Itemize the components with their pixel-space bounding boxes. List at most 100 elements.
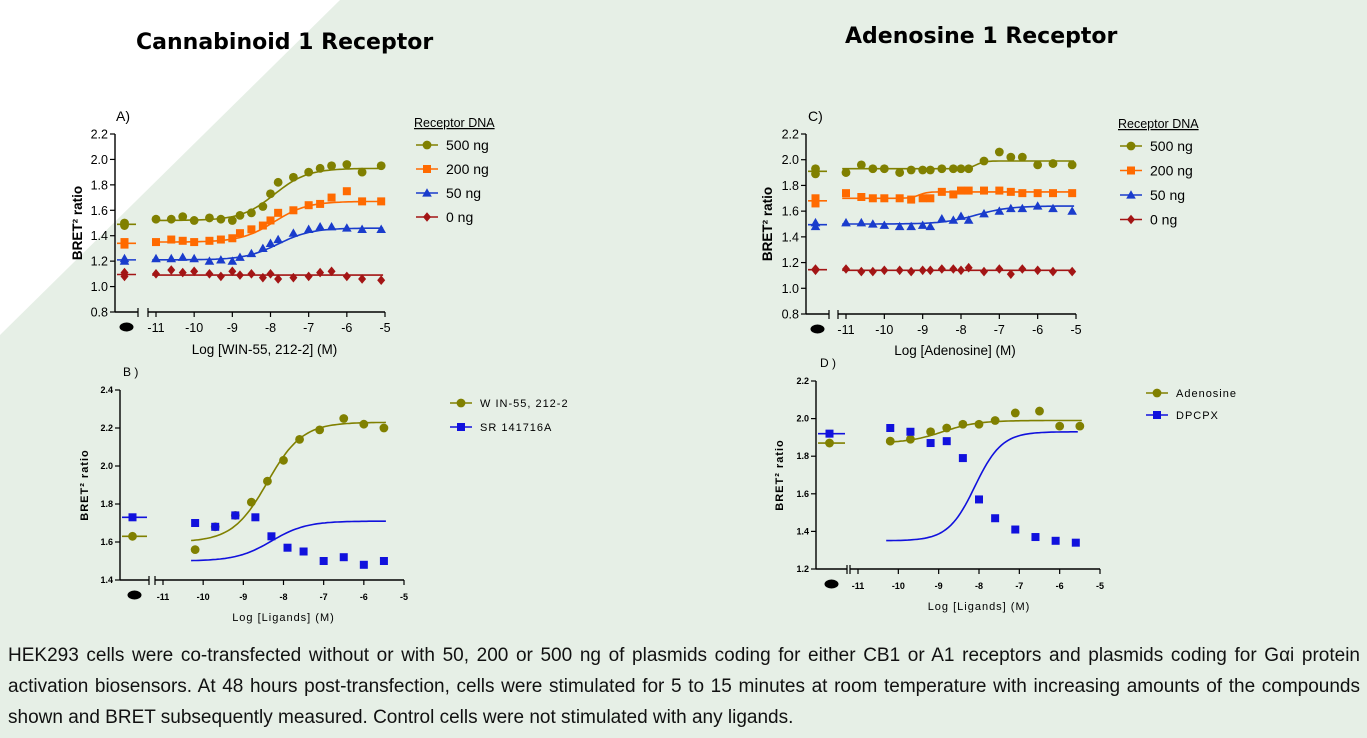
- data-point: [1075, 421, 1085, 431]
- x-tick-label: -11: [157, 592, 170, 602]
- data-point: [342, 271, 351, 282]
- data-point: [358, 197, 367, 206]
- title-adenosine: Adenosine 1 Receptor: [845, 24, 1118, 49]
- y-tick-label: 1.6: [100, 537, 113, 547]
- data-point: [258, 243, 268, 253]
- data-point: [1006, 187, 1015, 196]
- data-point: [235, 229, 244, 238]
- data-point: [304, 167, 314, 177]
- data-point: [1011, 525, 1020, 534]
- x-tick-label: -8: [975, 581, 983, 591]
- data-point: [283, 543, 292, 552]
- data-point: [991, 514, 1000, 523]
- x-tick-label: -9: [227, 321, 238, 335]
- series-0: [117, 160, 386, 230]
- x-tick-label: -7: [303, 321, 314, 335]
- legend-marker: [423, 165, 431, 173]
- data-point: [980, 266, 988, 277]
- data-point: [958, 419, 968, 429]
- data-point: [235, 252, 245, 261]
- y-tick-label: 1.0: [91, 280, 108, 294]
- data-point: [288, 228, 299, 237]
- control-point: [825, 438, 834, 448]
- data-point: [990, 416, 1000, 425]
- control-point: [811, 199, 820, 208]
- data-point: [918, 265, 927, 276]
- data-point: [926, 427, 935, 437]
- data-point: [327, 266, 336, 277]
- y-tick-label: 2.2: [91, 128, 108, 142]
- data-point: [1031, 533, 1040, 542]
- fit-curve: [191, 520, 386, 562]
- data-point: [315, 222, 325, 231]
- data-point: [326, 222, 337, 231]
- data-point: [1017, 203, 1028, 213]
- data-point: [189, 216, 199, 225]
- data-point: [1048, 203, 1058, 213]
- data-point: [359, 419, 369, 429]
- caption: HEK293 cells were co-transfected without…: [8, 645, 1360, 728]
- data-point: [191, 519, 200, 527]
- x-tick-label: -8: [265, 321, 276, 335]
- data-point: [357, 224, 367, 233]
- y-axis-label: BRET² ratio: [70, 186, 85, 260]
- y-tick-label: 1.8: [91, 178, 108, 192]
- legend-marker: [1127, 166, 1135, 175]
- x-tick-label: -10: [875, 323, 893, 337]
- series-2: [808, 201, 1077, 231]
- y-tick-label: 1.4: [782, 230, 799, 244]
- legend-marker: [457, 423, 465, 431]
- series-0: [808, 147, 1077, 179]
- legend-marker: [423, 212, 431, 222]
- series-0: [122, 414, 389, 554]
- data-point: [1033, 160, 1043, 170]
- x-tick-label: -11: [852, 581, 865, 591]
- y-tick-label: 1.8: [796, 451, 809, 461]
- data-point: [917, 220, 928, 229]
- y-tick-label: 1.8: [100, 499, 113, 509]
- data-point: [327, 161, 336, 171]
- panel-label: D ): [820, 356, 836, 370]
- data-point: [926, 439, 935, 448]
- background-white-corner: [0, 0, 340, 335]
- series-1: [808, 186, 1077, 208]
- legend-title: Receptor DNA: [414, 116, 495, 130]
- data-point: [231, 511, 240, 520]
- legend-marker: [1153, 411, 1161, 419]
- data-point: [299, 547, 308, 556]
- legend-entry: 50 ng: [1150, 187, 1185, 203]
- data-point: [339, 414, 349, 423]
- data-point: [907, 266, 916, 277]
- data-point: [178, 212, 188, 222]
- data-point: [948, 164, 958, 174]
- data-point: [228, 266, 237, 277]
- data-point: [1006, 152, 1016, 162]
- data-point: [247, 225, 256, 234]
- data-point: [258, 202, 268, 211]
- data-point: [906, 221, 916, 231]
- data-point: [879, 220, 890, 229]
- data-point: [937, 187, 946, 196]
- control-point: [120, 238, 129, 247]
- x-tick-label: -6: [1056, 581, 1064, 591]
- data-point: [964, 164, 974, 174]
- data-point: [880, 194, 889, 203]
- data-point: [274, 208, 283, 217]
- data-point: [151, 214, 161, 224]
- legend-marker: [422, 188, 432, 197]
- series-1: [122, 511, 388, 569]
- data-point: [190, 266, 199, 277]
- data-point: [166, 214, 176, 224]
- legend-marker: [456, 398, 466, 408]
- data-point: [857, 266, 866, 277]
- data-point: [247, 269, 256, 279]
- control-point: [128, 513, 137, 522]
- data-point: [216, 235, 225, 244]
- data-point: [227, 216, 237, 225]
- data-point: [178, 267, 187, 278]
- data-point: [1067, 160, 1077, 170]
- data-point: [1068, 189, 1077, 198]
- data-point: [266, 216, 275, 225]
- data-point: [274, 274, 283, 284]
